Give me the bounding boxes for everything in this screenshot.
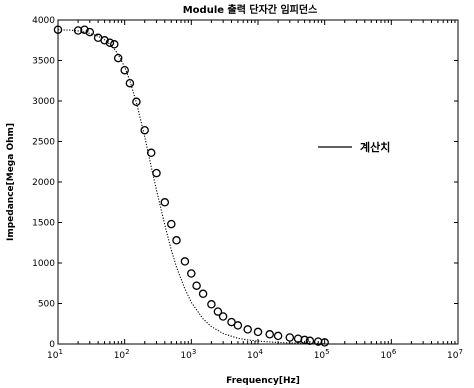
data-point [120,65,129,75]
y-tick-label: 0 [49,340,55,350]
data-point [85,27,95,37]
data-point [113,53,123,63]
data-point [243,325,252,334]
data-point [305,336,315,346]
y-tick-label: 2000 [32,178,55,188]
y-tick-label: 3000 [32,97,55,107]
data-point [132,97,141,107]
y-axis: 0 500 1000 1500 2000 2500 3000 3500 4000 [32,16,458,350]
data-point [73,26,83,35]
x-axis-label: Frequency[Hz] [226,376,300,386]
data-point [285,333,295,342]
y-tick-label: 2500 [32,138,55,148]
data-point [253,327,263,337]
data-point [152,168,161,178]
data-point [180,257,190,266]
x-tick-label: 106 [380,348,396,361]
data-point [105,38,115,47]
data-point [110,40,119,49]
data-point [146,148,156,158]
data-point [187,269,196,278]
data-point [125,78,135,88]
data-point [160,198,170,207]
data-point [80,25,89,34]
x-tick-label: 105 [314,348,330,361]
chart-title: Module 출력 단자간 임피던스 [183,3,318,16]
data-point [213,307,223,316]
data-point [265,330,274,339]
data-point [233,321,243,330]
data-point [207,300,216,309]
x-axis: 101 102 103 104 105 106 107 [47,20,463,361]
data-point [53,25,63,34]
x-tick-label: 104 [247,348,263,361]
data-point [218,312,228,321]
legend-label: 계산치 [360,140,390,154]
data-point [192,281,201,290]
data-point [140,125,149,135]
x-tick-label: 101 [47,348,63,361]
data-point [172,236,181,245]
y-tick-label: 4000 [32,16,55,26]
data-point [300,335,309,345]
y-tick-label: 1500 [32,219,55,229]
series-markers-measured [53,25,329,347]
y-tick-label: 500 [38,300,55,310]
data-point [100,36,109,45]
data-point [273,331,283,341]
x-tick-label: 102 [114,348,130,361]
data-point [198,289,208,299]
legend: 계산치 [318,140,390,154]
data-point [227,317,236,327]
series-line-calculated [57,29,325,345]
y-tick-label: 1000 [32,259,55,269]
y-axis-label: Impedance[Mega Ohm] [6,123,16,241]
plot-area [57,19,459,345]
y-tick-label: 3500 [32,57,55,67]
data-point [320,338,329,347]
x-tick-label: 103 [180,348,196,361]
data-point [167,219,176,229]
x-tick-label: 107 [447,348,463,361]
